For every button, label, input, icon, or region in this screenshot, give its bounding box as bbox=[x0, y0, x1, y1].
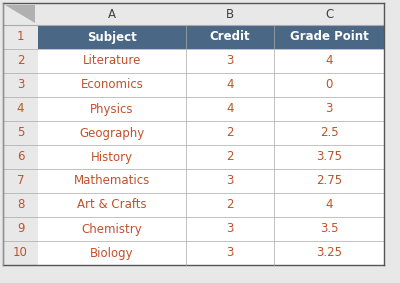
Text: 3: 3 bbox=[226, 55, 234, 68]
Text: Chemistry: Chemistry bbox=[82, 222, 142, 235]
Bar bbox=[3, 217, 38, 241]
Bar bbox=[3, 97, 38, 121]
Bar bbox=[274, 169, 384, 193]
Text: 2: 2 bbox=[226, 151, 234, 164]
Text: 3: 3 bbox=[226, 246, 234, 260]
Bar bbox=[186, 241, 274, 265]
Bar bbox=[3, 121, 38, 145]
Text: 7: 7 bbox=[17, 175, 24, 188]
Text: A: A bbox=[108, 8, 116, 20]
Bar bbox=[186, 217, 274, 241]
Bar bbox=[3, 49, 38, 73]
Text: 0: 0 bbox=[325, 78, 333, 91]
Bar bbox=[274, 73, 384, 97]
Bar bbox=[3, 169, 38, 193]
Bar bbox=[274, 121, 384, 145]
Text: 4: 4 bbox=[226, 102, 234, 115]
Bar bbox=[3, 145, 38, 169]
Text: C: C bbox=[325, 8, 333, 20]
Bar bbox=[186, 121, 274, 145]
Text: 2.5: 2.5 bbox=[320, 127, 338, 140]
Bar bbox=[274, 145, 384, 169]
Text: Literature: Literature bbox=[83, 55, 141, 68]
Text: 4: 4 bbox=[325, 55, 333, 68]
Bar bbox=[274, 193, 384, 217]
Text: Subject: Subject bbox=[87, 31, 137, 44]
Polygon shape bbox=[5, 5, 35, 23]
Text: 9: 9 bbox=[17, 222, 24, 235]
Text: 5: 5 bbox=[17, 127, 24, 140]
Text: Credit: Credit bbox=[210, 31, 250, 44]
Bar bbox=[274, 49, 384, 73]
Bar bbox=[186, 3, 274, 25]
Bar bbox=[186, 49, 274, 73]
Bar bbox=[3, 241, 38, 265]
Text: 3.25: 3.25 bbox=[316, 246, 342, 260]
Text: 1: 1 bbox=[17, 31, 24, 44]
Text: 4: 4 bbox=[17, 102, 24, 115]
Bar bbox=[3, 25, 38, 49]
Bar bbox=[274, 3, 384, 25]
Bar bbox=[38, 193, 186, 217]
Bar bbox=[38, 97, 186, 121]
Text: 2: 2 bbox=[226, 127, 234, 140]
Text: Grade Point: Grade Point bbox=[290, 31, 368, 44]
Bar bbox=[274, 25, 384, 49]
Bar bbox=[274, 241, 384, 265]
Bar bbox=[38, 73, 186, 97]
Text: B: B bbox=[226, 8, 234, 20]
Bar bbox=[38, 3, 186, 25]
Text: 4: 4 bbox=[325, 198, 333, 211]
Text: 2: 2 bbox=[226, 198, 234, 211]
Text: 4: 4 bbox=[226, 78, 234, 91]
Bar bbox=[38, 49, 186, 73]
Text: 2: 2 bbox=[17, 55, 24, 68]
Bar bbox=[186, 97, 274, 121]
Bar bbox=[38, 121, 186, 145]
Bar bbox=[186, 73, 274, 97]
Bar bbox=[274, 217, 384, 241]
Bar bbox=[3, 193, 38, 217]
Bar bbox=[38, 217, 186, 241]
Text: 3: 3 bbox=[17, 78, 24, 91]
Text: History: History bbox=[91, 151, 133, 164]
Text: 8: 8 bbox=[17, 198, 24, 211]
Bar bbox=[186, 169, 274, 193]
Bar bbox=[3, 3, 38, 25]
Bar bbox=[274, 97, 384, 121]
Bar bbox=[186, 145, 274, 169]
Bar bbox=[38, 145, 186, 169]
Text: 3: 3 bbox=[325, 102, 333, 115]
Text: Art & Crafts: Art & Crafts bbox=[77, 198, 147, 211]
Bar bbox=[186, 25, 274, 49]
Bar bbox=[38, 25, 186, 49]
Text: 3.75: 3.75 bbox=[316, 151, 342, 164]
Text: Biology: Biology bbox=[90, 246, 134, 260]
Text: Geography: Geography bbox=[79, 127, 145, 140]
Text: 6: 6 bbox=[17, 151, 24, 164]
Bar bbox=[38, 169, 186, 193]
Text: 3: 3 bbox=[226, 175, 234, 188]
Bar bbox=[38, 241, 186, 265]
Text: Mathematics: Mathematics bbox=[74, 175, 150, 188]
Text: 10: 10 bbox=[13, 246, 28, 260]
Text: Physics: Physics bbox=[90, 102, 134, 115]
Text: 3.5: 3.5 bbox=[320, 222, 338, 235]
Text: 3: 3 bbox=[226, 222, 234, 235]
Text: 2.75: 2.75 bbox=[316, 175, 342, 188]
Text: Economics: Economics bbox=[80, 78, 144, 91]
Bar bbox=[3, 73, 38, 97]
Bar bbox=[186, 193, 274, 217]
